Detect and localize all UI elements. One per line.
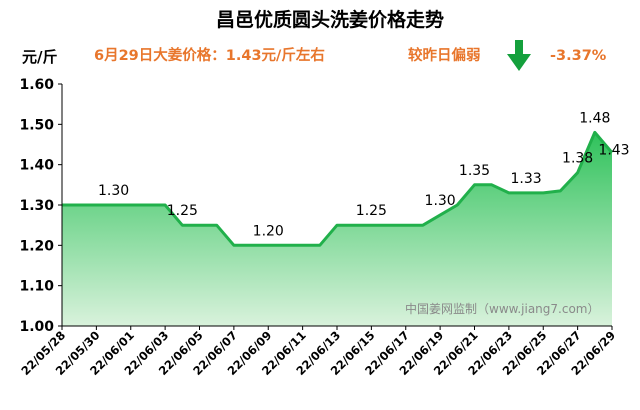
data-label: 1.35 <box>459 163 490 179</box>
down-arrow-icon <box>507 40 531 71</box>
data-label: 1.30 <box>98 183 129 199</box>
price-line <box>62 130 614 247</box>
price-note: 6月29日大姜价格：1.43元/斤左右 <box>94 46 325 64</box>
y-tick-label: 1.30 <box>19 198 54 214</box>
y-tick-label: 1.50 <box>19 117 54 133</box>
y-tick-label: 1.40 <box>19 158 54 174</box>
data-label: 1.43 <box>598 143 629 159</box>
y-ticks: 1.00 1.10 1.20 1.30 1.40 1.50 1.60 <box>19 77 62 335</box>
data-label: 1.48 <box>579 110 610 126</box>
y-tick-label: 1.60 <box>19 77 54 93</box>
data-label: 1.38 <box>562 151 593 167</box>
price-area <box>62 132 612 326</box>
y-tick-label: 1.10 <box>19 279 54 295</box>
data-label: 1.25 <box>356 203 387 219</box>
data-label: 1.25 <box>167 203 198 219</box>
y-axis-label: 元/斤 <box>22 48 57 66</box>
y-tick-label: 1.20 <box>19 238 54 254</box>
watermark: 中国姜网监制（www.jiang7.com） <box>405 301 599 316</box>
change-label: 较昨日偏弱 <box>408 46 481 64</box>
data-labels: 1.301.251.201.251.301.351.331.381.481.43 <box>98 110 630 239</box>
data-label: 1.20 <box>253 223 284 239</box>
plot-area <box>61 84 614 327</box>
x-ticks: 22/05/2822/05/3022/06/0122/06/0322/06/05… <box>18 326 618 378</box>
change-value: -3.37% <box>550 48 607 64</box>
chart-title: 昌邑优质圆头洗姜价格走势 <box>216 8 444 31</box>
data-label: 1.30 <box>425 193 456 209</box>
data-label: 1.33 <box>510 171 541 187</box>
y-tick-label: 1.00 <box>19 319 54 335</box>
